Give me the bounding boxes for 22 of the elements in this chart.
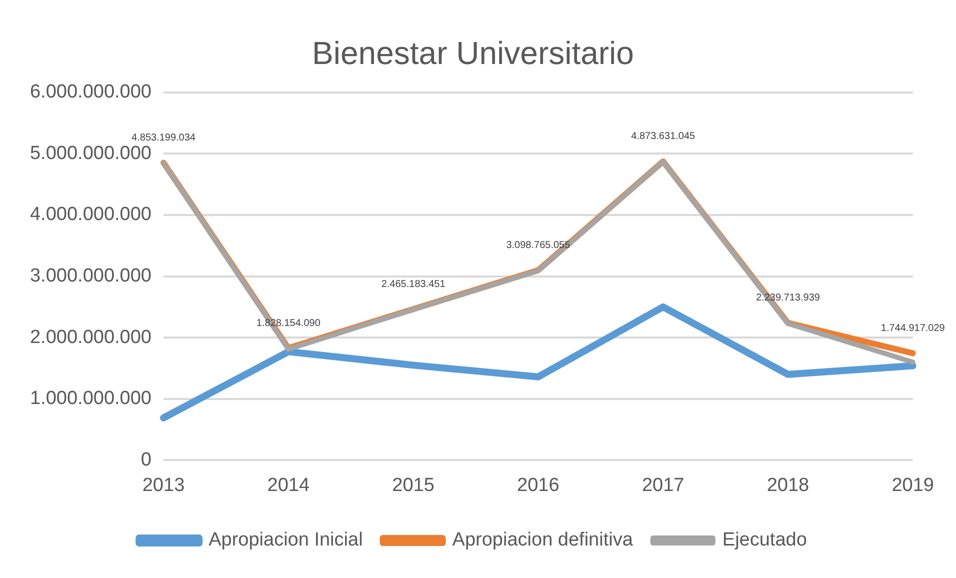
data-label: 4.873.631.045 — [631, 131, 696, 142]
y-tick-label: 2.000.000.000 — [30, 326, 152, 348]
chart-title: Bienestar Universitario — [312, 35, 634, 72]
legend-label: Apropiacion Inicial — [208, 530, 363, 551]
data-label: 1.744.917.029 — [880, 322, 946, 334]
y-tick-label: 4.000.000.000 — [30, 204, 152, 226]
y-tick-label: 0 — [140, 449, 152, 470]
y-tick-label: 3.000.000.000 — [30, 266, 152, 287]
x-tick-label: 2016 — [517, 474, 560, 496]
y-tick-label: 5.000.000.000 — [30, 142, 152, 164]
x-tick-label: 2019 — [892, 474, 934, 496]
data-label: 4.853.199.034 — [132, 132, 196, 144]
x-tick-label: 2014 — [267, 474, 310, 496]
x-tick-label: 2015 — [392, 474, 434, 496]
x-tick-label: 2017 — [642, 474, 684, 496]
legend-label: Ejecutado — [722, 530, 807, 551]
y-tick-label: 6.000.000.000 — [30, 82, 152, 103]
x-tick-label: 2018 — [766, 474, 810, 496]
x-tick-label: 2013 — [142, 474, 185, 496]
legend-label: Apropiacion definitiva — [452, 530, 634, 551]
y-tick-label: 1.000.000.000 — [30, 388, 152, 410]
data-label: 2.465.183.451 — [381, 278, 446, 290]
